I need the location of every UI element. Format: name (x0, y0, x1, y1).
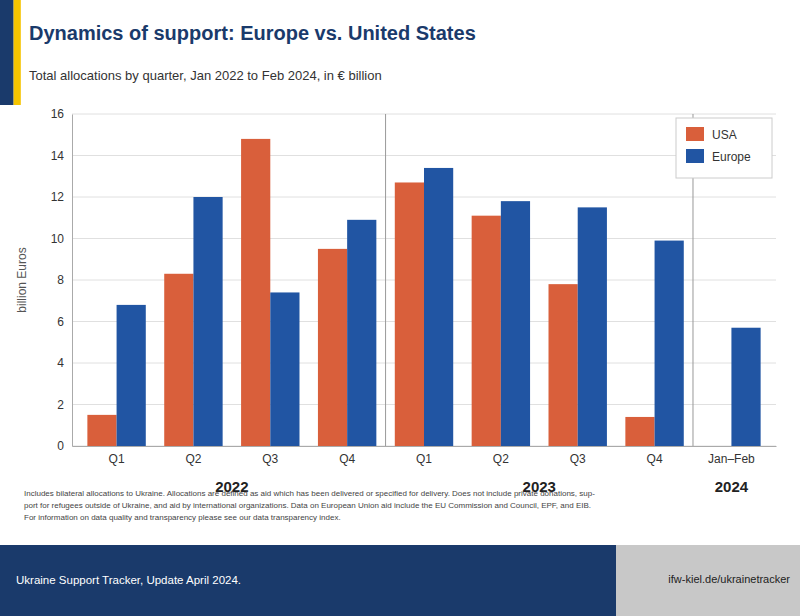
grid (72, 114, 776, 446)
x-tick-label: Q2 (185, 452, 201, 466)
separator (385, 114, 386, 446)
y-tick: 4 (57, 356, 72, 370)
bar (578, 207, 607, 446)
y-tick: 10 (51, 232, 72, 246)
footnote-line: For information on data quality and tran… (24, 513, 341, 522)
plot: 0246810121416Q1Q2Q3Q4Q1Q2Q3Q4Jan–Feb2022… (51, 107, 777, 495)
bar (117, 305, 146, 446)
series (117, 168, 761, 446)
bar (655, 241, 684, 446)
footnote-line: port for refugees outside of Ukraine, an… (24, 501, 591, 510)
stripe-yellow (14, 0, 21, 105)
bars (87, 139, 760, 446)
grid-line (72, 114, 776, 115)
footer-url: ifw-kiel.de/ukrainetracker (668, 573, 790, 585)
y-axis-title: billion Euros (15, 247, 29, 312)
y-axis: 0 2 4 6 8 10 12 14 16 (51, 107, 73, 453)
chart: Dynamics of support: Europe vs. United S… (0, 0, 800, 616)
x-tick: Q2 (493, 446, 509, 466)
legend-label: USA (712, 128, 737, 142)
footnote-line: Includes bilateral allocations to Ukrain… (24, 489, 595, 498)
x-tick: Q2 (185, 446, 201, 466)
y-tick-label: 10 (51, 232, 65, 246)
x-tick-label: Q1 (416, 452, 432, 466)
y-tick: 16 (51, 107, 72, 121)
y-tick: 6 (57, 315, 72, 329)
stripe-blue (0, 0, 14, 105)
x-tick-label: Jan–Feb (708, 452, 755, 466)
legend-item: USA (686, 127, 737, 142)
bar (731, 328, 760, 446)
y-axis-line (72, 115, 73, 447)
y-tick-label: 2 (57, 398, 64, 412)
y-tick: 0 (57, 439, 72, 453)
y-tick: 8 (57, 273, 72, 287)
grid-line (72, 155, 776, 156)
footer-right-bg (616, 545, 800, 616)
footnote: Includes bilateral allocations to Ukrain… (24, 489, 595, 522)
footer-left-bg (0, 545, 616, 616)
y-tick: 12 (51, 190, 72, 204)
bar (241, 139, 270, 446)
bar (318, 249, 347, 446)
x-tick-label: Q4 (647, 452, 663, 466)
bar (472, 216, 501, 446)
y-tick: 14 (51, 149, 72, 163)
legend-item: Europe (686, 149, 751, 164)
bar (549, 284, 578, 446)
x-tick: Q3 (570, 446, 586, 466)
y-tick: 2 (57, 398, 72, 412)
footer-source: Ukraine Support Tracker, Update April 20… (16, 574, 241, 586)
x-tick-label: Q4 (339, 452, 355, 466)
y-tick-label: 12 (51, 190, 65, 204)
x-tick: Q4 (339, 446, 355, 466)
y-tick-label: 4 (57, 356, 64, 370)
y-tick-label: 8 (57, 273, 64, 287)
x-tick-label: Q1 (109, 452, 125, 466)
x-tick: Q3 (262, 446, 278, 466)
x-tick-label: Q3 (570, 452, 586, 466)
y-tick-label: 6 (57, 315, 64, 329)
x-tick: Q1 (416, 446, 432, 466)
y-tick-label: 16 (51, 107, 65, 121)
bar (625, 417, 654, 446)
legend-box (676, 118, 772, 178)
bar (501, 201, 530, 446)
title: Dynamics of support: Europe vs. United S… (29, 22, 476, 44)
legend-swatch (686, 149, 704, 163)
x-axis-line (73, 446, 777, 447)
legend: USA Europe (676, 118, 772, 178)
year-label: 2024 (715, 478, 749, 495)
bar (270, 292, 299, 446)
x-axis: Q1 Q2 Q3 Q4 Q1 Q2 Q3 Q4 Jan–Feb (73, 446, 777, 466)
x-tick: Q1 (109, 446, 125, 466)
bar (347, 220, 376, 446)
series (87, 139, 654, 446)
bar (395, 182, 424, 446)
x-tick-label: Q3 (262, 452, 278, 466)
y-tick-label: 14 (51, 149, 65, 163)
bar (164, 274, 193, 446)
bar (424, 168, 453, 446)
x-tick: Q4 (647, 446, 663, 466)
x-tick: Jan–Feb (708, 446, 755, 466)
x-tick-label: Q2 (493, 452, 509, 466)
legend-label: Europe (712, 150, 751, 164)
subtitle: Total allocations by quarter, Jan 2022 t… (29, 68, 382, 83)
y-tick-label: 0 (57, 439, 64, 453)
bar (193, 197, 222, 446)
legend-swatch (686, 127, 704, 141)
bar (87, 415, 116, 446)
